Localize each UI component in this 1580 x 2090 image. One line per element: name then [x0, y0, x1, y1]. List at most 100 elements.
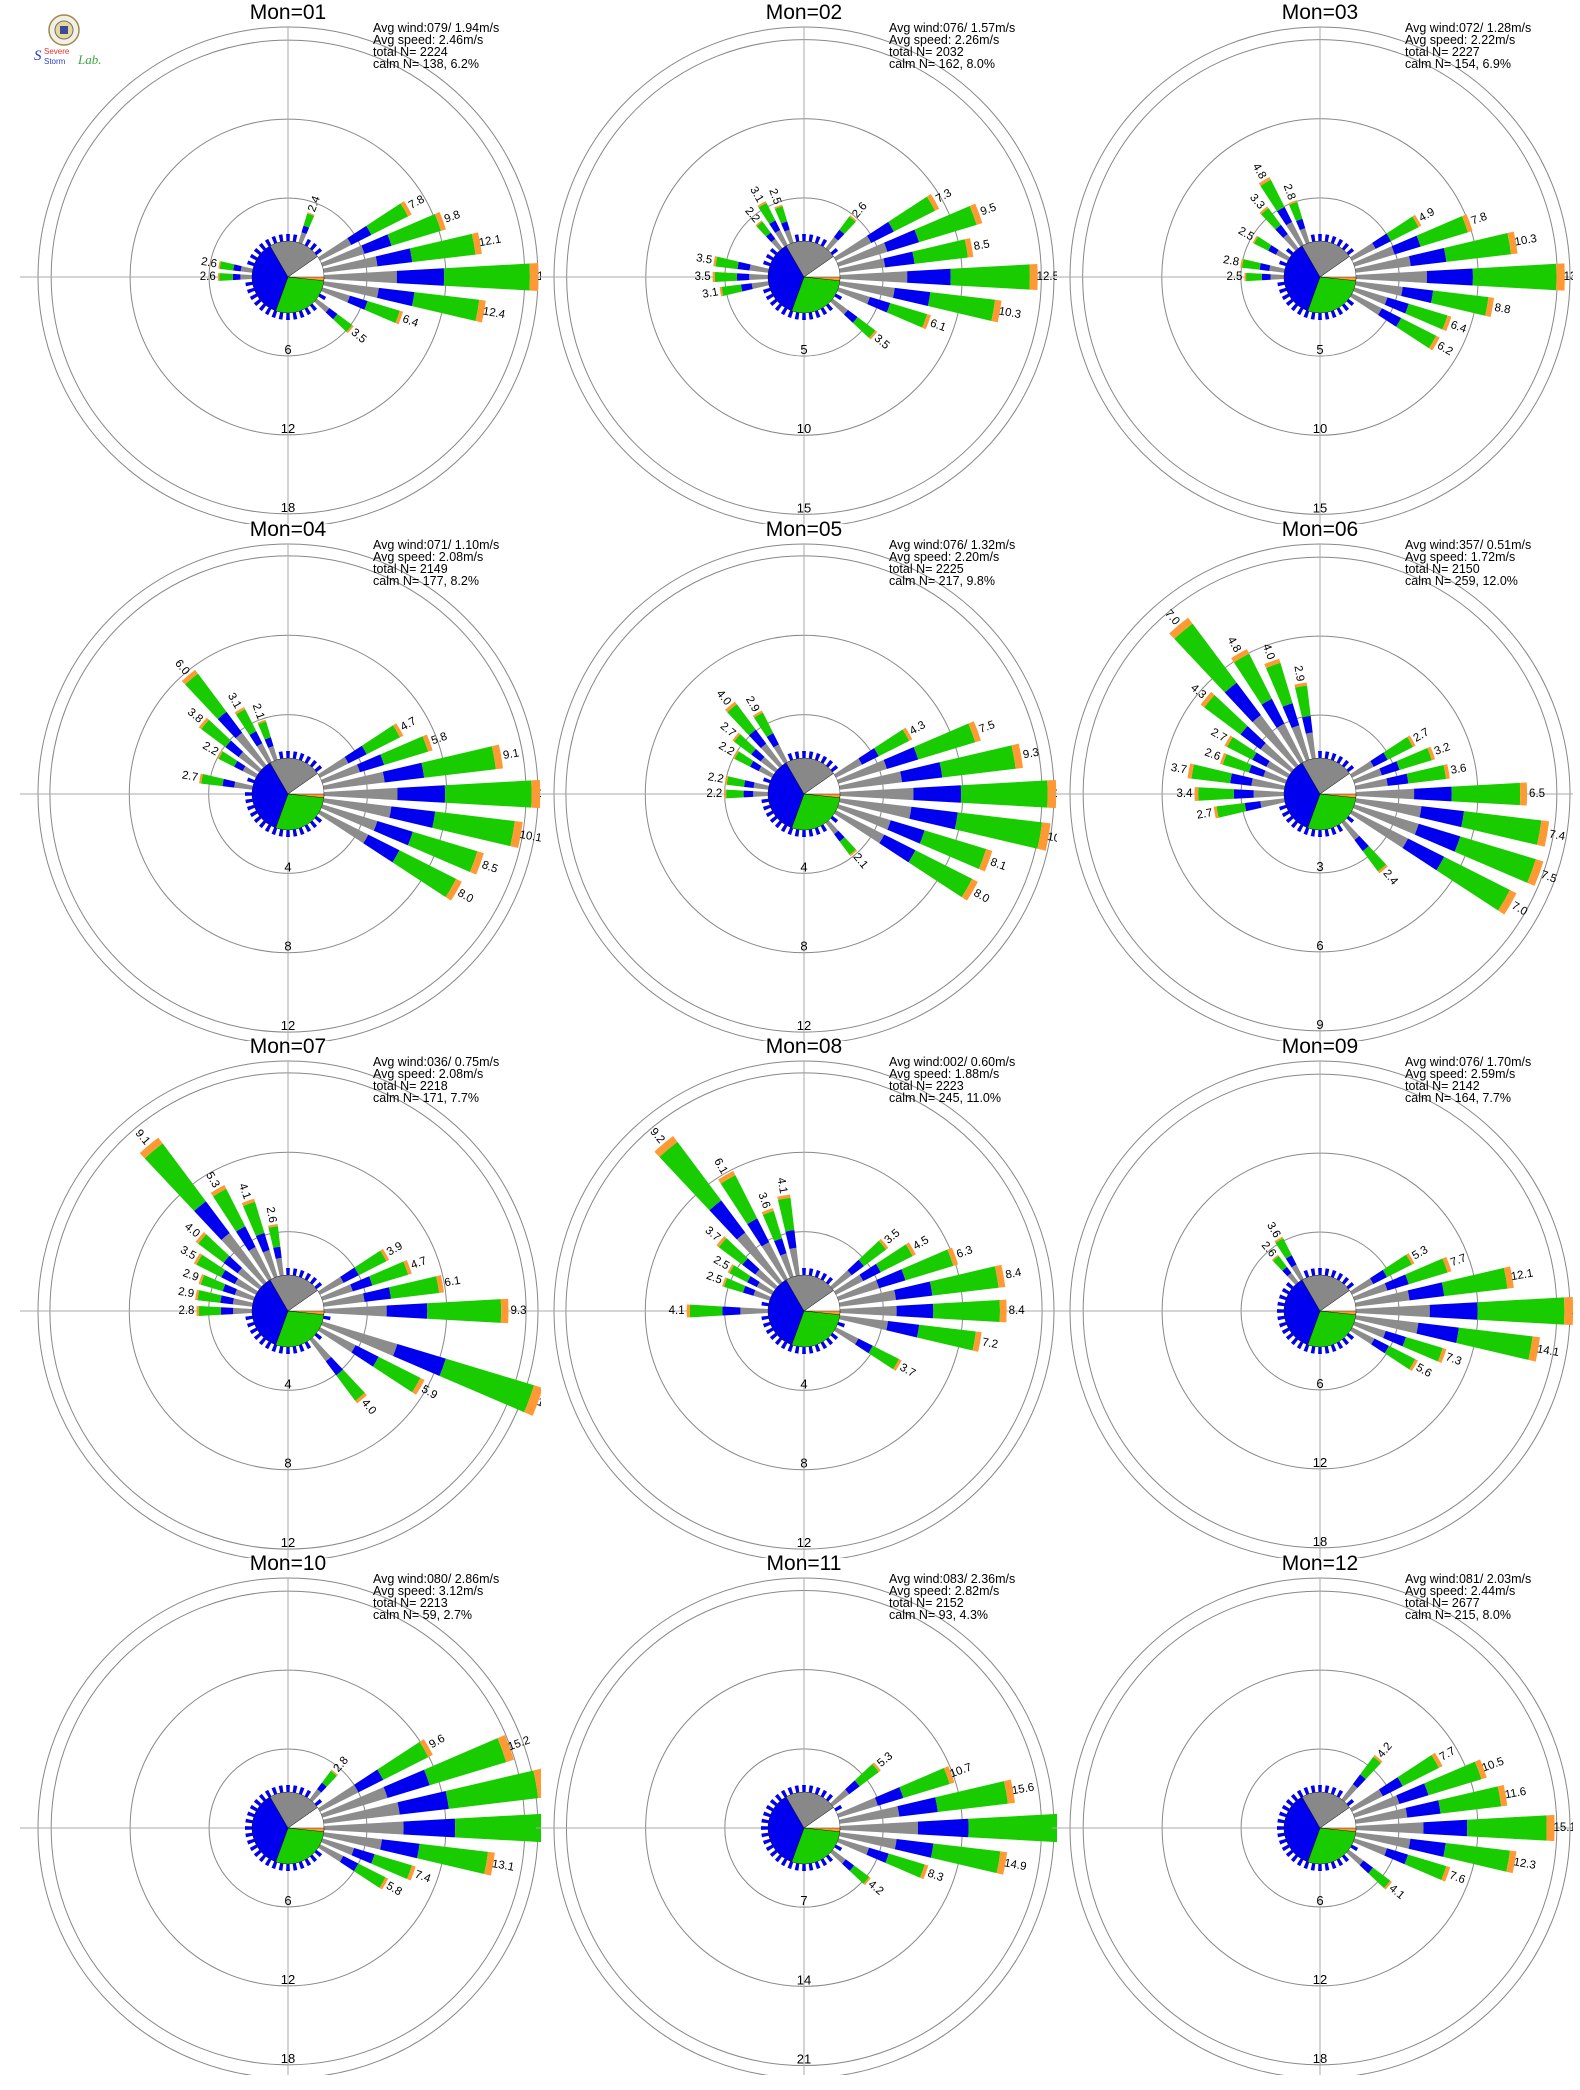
direction-bar-segment — [1443, 233, 1512, 262]
direction-stub — [278, 1346, 284, 1354]
direction-bar-segment — [1260, 179, 1285, 212]
direction-stub — [249, 253, 258, 261]
direction-stub — [286, 1785, 290, 1793]
direction-bar-segment — [1240, 725, 1266, 750]
direction-bar-segment — [255, 1232, 270, 1253]
direction-bar-segment — [357, 754, 385, 773]
calm-pie-slice — [287, 1827, 325, 1832]
direction-stub — [1278, 1838, 1287, 1845]
direction-stub — [1278, 260, 1287, 267]
direction-bar-segment — [1275, 1238, 1292, 1259]
panel-title: Mon=09 — [1282, 1036, 1358, 1058]
direction-stub — [278, 312, 284, 320]
wind-rose-chart: 5.310.715.620.314.98.34.271421Mon=11Avg … — [536, 1553, 1057, 2075]
direction-bar-segment — [752, 710, 763, 718]
direction-bar-segment — [899, 1768, 950, 1799]
direction-stub — [271, 310, 278, 319]
direction-bar-segment — [369, 1261, 409, 1286]
bar-value-label: 4.3 — [908, 719, 928, 737]
bar-value-label: 8.8 — [1494, 302, 1512, 317]
direction-bar-segment — [363, 834, 400, 863]
direction-bar-segment — [1353, 287, 1388, 305]
stat-total-n: total N= 2032 — [889, 45, 964, 59]
direction-bar-segment — [386, 1303, 428, 1319]
stat-total-n: total N= 2152 — [889, 1596, 964, 1610]
direction-stub-group — [761, 751, 839, 837]
direction-bar-segment — [867, 296, 891, 313]
direction-stub — [1346, 1332, 1355, 1341]
calm-pie-slice — [1283, 245, 1321, 312]
direction-bar-segment — [1287, 1272, 1299, 1285]
direction-bar-segment — [1384, 297, 1409, 314]
direction-stub — [246, 260, 255, 267]
direction-bar-segment — [1291, 1264, 1304, 1281]
direction-stub — [765, 253, 774, 261]
direction-stub — [1324, 234, 1330, 242]
bar-value-label: 3.2 — [1433, 741, 1452, 758]
bar-value-label: 4.5 — [911, 1234, 931, 1252]
direction-bar-segment — [412, 1377, 425, 1395]
direction-bar-segment — [1240, 258, 1244, 268]
bar-value-label: 2.1 — [851, 851, 870, 871]
direction-bar-segment — [1355, 1315, 1419, 1334]
direction-bar-segment — [713, 256, 718, 267]
direction-bar-segment — [323, 1832, 382, 1850]
direction-stub — [762, 777, 771, 784]
direction-bar-segment — [964, 238, 974, 258]
direction-stub — [1310, 1785, 1316, 1793]
direction-stub — [774, 1793, 783, 1802]
direction-bar-segment — [389, 806, 436, 828]
direction-bar-segment — [397, 1791, 449, 1815]
calm-pie — [1283, 1791, 1357, 1865]
direction-bar-segment — [323, 270, 397, 284]
direction-stub — [1310, 1268, 1316, 1276]
direction-stub — [292, 312, 298, 320]
bar-value-label: 3.3 — [1247, 192, 1266, 212]
stat-avg-wind: Avg wind:083/ 2.36m/s — [889, 1572, 1015, 1586]
bar-value-label: 2.2 — [742, 205, 761, 225]
direction-stub — [1346, 764, 1355, 773]
direction-stub — [292, 829, 298, 837]
direction-bar-segment — [1291, 725, 1310, 761]
direction-stub — [802, 1863, 806, 1871]
calm-pie-slice — [1307, 793, 1357, 831]
calm-pie-slice — [1301, 1274, 1350, 1312]
calm-pie — [767, 757, 841, 831]
stat-avg-wind: Avg wind:076/ 1.70m/s — [1405, 1055, 1531, 1069]
direction-bar-segment — [1519, 782, 1528, 806]
direction-bar-segment — [1244, 272, 1247, 282]
direction-bar-segment — [412, 292, 480, 321]
direction-stub — [1318, 1863, 1322, 1871]
direction-bar-segment — [780, 1253, 794, 1278]
direction-bar-segment — [830, 298, 848, 315]
direction-stub — [765, 1804, 774, 1812]
calm-pie-slice — [1319, 793, 1357, 798]
direction-bar-segment — [240, 274, 253, 280]
calm-pie-slice — [1319, 1310, 1357, 1315]
direction-bar-segment — [1286, 221, 1304, 247]
bar-value-label: 4.1 — [1387, 1883, 1407, 1902]
bar-value-label: 2.9 — [743, 694, 761, 714]
bar-value-label: 3.4 — [1177, 788, 1194, 800]
bar-value-label: 7.0 — [1162, 608, 1181, 628]
direction-bar-segment — [444, 780, 532, 808]
direction-bar-group: 2.73.23.66.57.47.57.02.42.73.43.72.62.74… — [1162, 608, 1566, 919]
ring-value-label: 12 — [281, 1972, 295, 1987]
direction-bar-segment — [1198, 787, 1235, 801]
direction-bar-segment — [1246, 272, 1262, 282]
bar-value-label: 2.5 — [1236, 225, 1256, 243]
direction-stub — [246, 287, 255, 294]
direction-bar-segment — [769, 220, 781, 233]
direction-stub — [834, 1804, 843, 1812]
direction-bar-segment — [654, 1136, 678, 1158]
bar-value-label: 16.5 — [1572, 1305, 1573, 1317]
direction-bar-segment — [722, 1306, 741, 1316]
calm-pie-slice — [1283, 1279, 1321, 1346]
direction-bar-segment — [421, 746, 496, 778]
direction-bar-segment — [1259, 263, 1271, 271]
direction-stub — [1278, 287, 1287, 294]
direction-bar-segment — [900, 762, 943, 783]
direction-bar-segment — [1408, 247, 1447, 267]
stat-total-n: total N= 2225 — [889, 562, 964, 576]
direction-bar-segment — [323, 787, 398, 801]
